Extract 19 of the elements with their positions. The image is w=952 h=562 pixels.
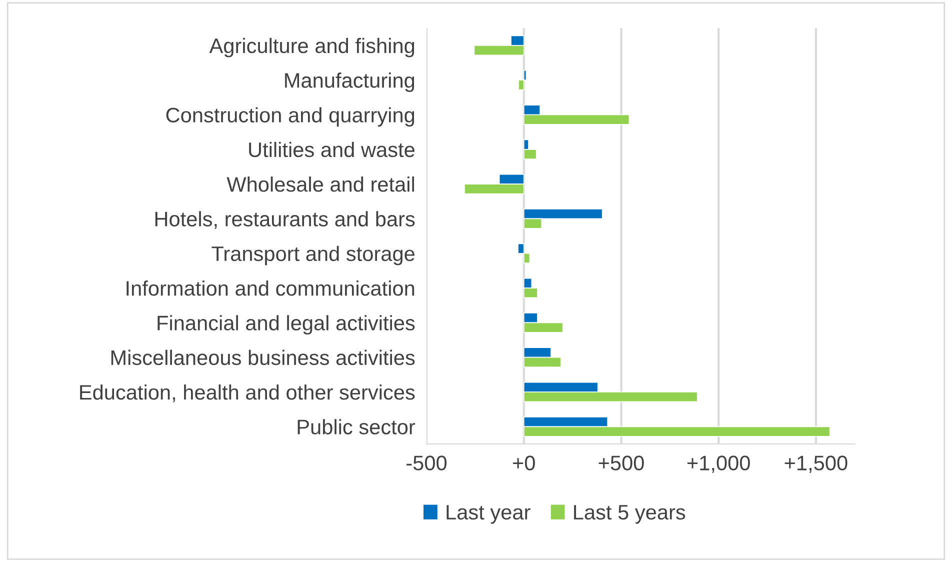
x-tick-label: +0 [513, 456, 535, 470]
x-tick-label: +1,500 [784, 456, 848, 473]
y-tick-label: Education, health and other services [80, 384, 415, 402]
y-tick-label: Construction and quarrying [166, 107, 414, 127]
y-tick-label: Information and communication [126, 280, 414, 296]
x-tick-label: -500 [406, 456, 447, 470]
x-tick-label: +1,000 [687, 456, 750, 473]
y-tick-label: Financial and legal activities [158, 315, 415, 335]
y-tick-label: Transport and storage [212, 246, 414, 266]
y-tick-label: Hotels, restaurants and bars [155, 211, 415, 229]
y-tick-label: Utilities and waste [249, 142, 414, 158]
y-tick-label: Wholesale and retail [226, 176, 414, 192]
y-tick-label: Public sector [298, 419, 416, 434]
y-tick-label: Miscellaneous business activities [111, 350, 415, 366]
y-tick-label: Manufacturing [285, 72, 414, 92]
legend-label: Last year [446, 505, 530, 524]
y-tick-label: Agriculture and fishing [209, 38, 414, 58]
legend-label: Last 5 years [574, 505, 686, 524]
x-tick-label: +500 [598, 456, 644, 470]
